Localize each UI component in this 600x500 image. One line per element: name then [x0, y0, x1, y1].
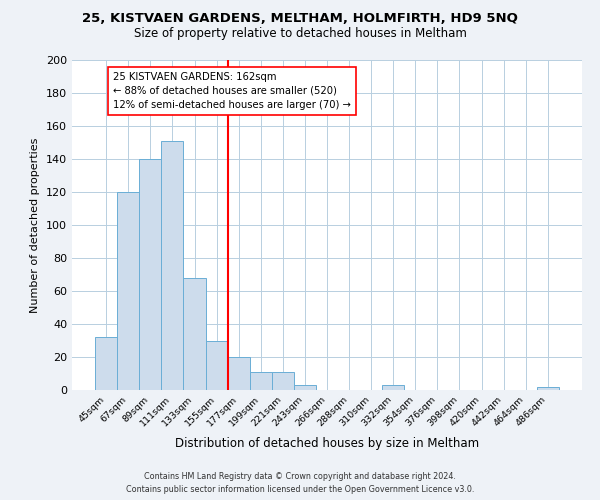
Bar — [250, 372, 272, 390]
Bar — [537, 386, 559, 390]
Bar — [184, 278, 206, 390]
Text: Contains HM Land Registry data © Crown copyright and database right 2024.
Contai: Contains HM Land Registry data © Crown c… — [126, 472, 474, 494]
Bar — [382, 385, 404, 390]
Bar — [161, 141, 184, 390]
X-axis label: Distribution of detached houses by size in Meltham: Distribution of detached houses by size … — [175, 437, 479, 450]
Bar — [95, 337, 117, 390]
Text: 25, KISTVAEN GARDENS, MELTHAM, HOLMFIRTH, HD9 5NQ: 25, KISTVAEN GARDENS, MELTHAM, HOLMFIRTH… — [82, 12, 518, 26]
Text: 25 KISTVAEN GARDENS: 162sqm
← 88% of detached houses are smaller (520)
12% of se: 25 KISTVAEN GARDENS: 162sqm ← 88% of det… — [113, 72, 351, 110]
Bar — [139, 159, 161, 390]
Y-axis label: Number of detached properties: Number of detached properties — [31, 138, 40, 312]
Bar — [206, 340, 227, 390]
Bar — [272, 372, 294, 390]
Text: Size of property relative to detached houses in Meltham: Size of property relative to detached ho… — [134, 28, 466, 40]
Bar — [117, 192, 139, 390]
Bar — [227, 357, 250, 390]
Bar — [294, 385, 316, 390]
